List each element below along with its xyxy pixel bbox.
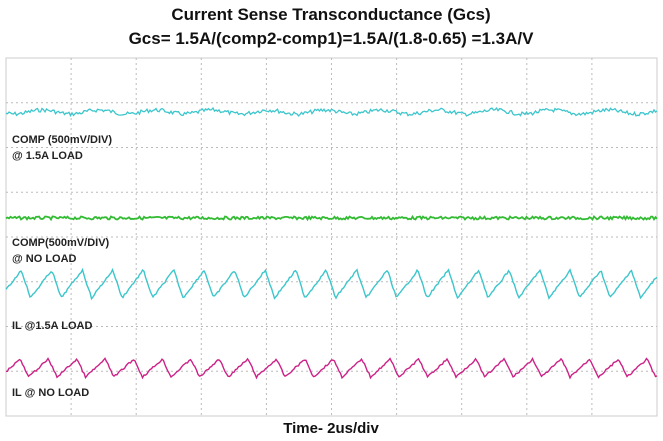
time-label: Time- 2us/div [283,420,379,437]
trace-label: IL @1.5A LOAD [12,320,92,332]
trace-sublabel: @ 1.5A LOAD [12,150,83,162]
trace-label: COMP (500mV/DIV) [12,134,112,146]
trace-label: IL @ NO LOAD [12,387,89,399]
trace-sublabel: @ NO LOAD [12,253,77,265]
page: Current Sense Transconductance (Gcs) Gcs… [0,0,663,441]
scope-capture: Current Sense Transconductance (Gcs) Gcs… [0,0,663,441]
trace-label: COMP(500mV/DIV) [12,237,110,249]
subtitle: Gcs= 1.5A/(comp2-comp1)=1.5A/(1.8-0.65) … [129,29,535,48]
title: Current Sense Transconductance (Gcs) [171,5,490,24]
